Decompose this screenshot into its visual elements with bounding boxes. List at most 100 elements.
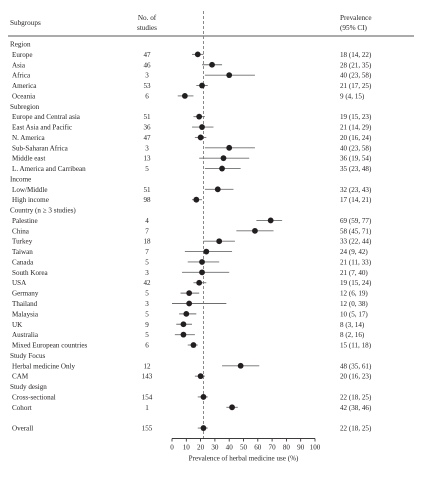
row-study-count: 36: [143, 124, 151, 132]
row-label: Australia: [12, 331, 39, 339]
point-estimate: [180, 331, 187, 338]
row-prevalence-ci: 12 (6, 19): [340, 290, 368, 298]
row-label: Herbal medicine Only: [12, 362, 75, 370]
row-label: Overall: [12, 425, 33, 433]
row-study-count: 7: [145, 248, 149, 256]
row-study-count: 42: [143, 279, 151, 287]
point-estimate: [199, 259, 205, 265]
row-prevalence-ci: 22 (18, 25): [340, 425, 372, 433]
row-prevalence-ci: 19 (15, 24): [340, 279, 372, 287]
row-study-count: 155: [142, 425, 153, 433]
row-study-count: 9: [145, 321, 149, 329]
row-label: Cohort: [12, 404, 32, 412]
row-prevalence-ci: 58 (45, 71): [340, 227, 372, 235]
point-estimate: [186, 290, 193, 297]
row-study-count: 5: [145, 165, 149, 173]
header: Subgroups No. of studies Prevalence (95%…: [10, 14, 372, 32]
row-label: Malaysia: [12, 310, 39, 318]
row-label: N. America: [12, 134, 46, 142]
point-estimate: [209, 61, 215, 68]
row-study-count: 98: [143, 196, 151, 204]
row-prevalence-ci: 40 (23, 58): [340, 144, 372, 152]
section-heading: Region: [10, 41, 31, 49]
row-label: Canada: [12, 258, 34, 266]
point-estimate: [197, 373, 204, 380]
row-label: Europe and Central asia: [12, 113, 81, 121]
point-estimate: [200, 425, 207, 431]
section-heading: Country (n ≥ 3 studies): [10, 207, 76, 215]
point-estimate: [181, 93, 188, 99]
row-prevalence-ci: 15 (11, 18): [340, 342, 372, 350]
row-label: Sub-Saharan Africa: [12, 144, 69, 152]
row-label: Africa: [12, 72, 31, 80]
row-prevalence-ci: 22 (18, 25): [340, 393, 372, 401]
row-prevalence-ci: 69 (59, 77): [340, 217, 372, 225]
x-tick-label: 40: [226, 444, 234, 452]
row-prevalence-ci: 36 (19, 54): [340, 155, 372, 163]
row-label: High income: [12, 196, 49, 204]
point-estimate: [237, 362, 244, 369]
point-estimate: [203, 248, 210, 255]
point-estimate: [197, 134, 204, 141]
point-estimate: [183, 310, 190, 317]
header-prevalence-line1: Prevalence: [340, 14, 372, 22]
point-estimate: [186, 300, 193, 307]
point-estimate: [229, 404, 235, 411]
forest-marks: [172, 51, 283, 431]
row-study-count: 47: [143, 134, 151, 142]
row-label: UK: [12, 321, 23, 329]
row-study-count: 3: [145, 144, 149, 152]
row-label: Low/Middle: [12, 186, 47, 194]
row-prevalence-ci: 48 (35, 61): [340, 362, 372, 370]
row-label: Cross-sectional: [12, 393, 56, 401]
header-prevalence-line2: (95% CI): [340, 24, 368, 32]
row-prevalence-ci: 32 (23, 43): [340, 186, 372, 194]
row-prevalence-ci: 42 (38, 46): [340, 404, 372, 412]
row-prevalence-ci: 24 (9, 42): [340, 248, 368, 256]
x-tick-label: 80: [283, 444, 291, 452]
x-tick-label: 0: [170, 444, 174, 452]
point-estimate: [214, 186, 221, 193]
x-tick-label: 10: [183, 444, 191, 452]
row-study-count: 5: [145, 290, 149, 298]
point-estimate: [216, 238, 223, 245]
point-estimate: [180, 321, 187, 328]
row-prevalence-ci: 12 (0, 38): [340, 300, 368, 308]
row-label: China: [12, 227, 30, 235]
row-study-count: 3: [145, 72, 149, 80]
row-study-count: 13: [143, 155, 151, 163]
section-heading: Income: [10, 175, 31, 183]
row-label: Europe: [12, 51, 33, 59]
row-study-count: 5: [145, 331, 149, 339]
row-label: Mixed European countries: [12, 342, 87, 350]
row-study-count: 51: [143, 113, 151, 121]
row-study-count: 5: [145, 258, 149, 266]
row-study-count: 5: [145, 310, 149, 318]
row-study-count: 51: [143, 186, 151, 194]
row-prevalence-ci: 33 (22, 44): [340, 238, 372, 246]
row-study-count: 7: [145, 227, 149, 235]
point-estimate: [267, 217, 274, 224]
point-estimate: [199, 269, 205, 276]
row-prevalence-ci: 20 (16, 23): [340, 373, 372, 381]
x-tick-label: 90: [297, 444, 305, 452]
point-estimate: [226, 72, 233, 79]
row-study-count: 18: [143, 238, 151, 246]
section-heading: Study design: [10, 383, 47, 391]
row-study-count: 1: [145, 404, 149, 412]
row-study-count: 46: [143, 61, 151, 69]
row-label: Oceania: [12, 92, 36, 100]
x-axis-label: Prevalence of herbal medicine use (%): [189, 455, 299, 463]
row-prevalence-ci: 21 (14, 29): [340, 124, 372, 132]
row-study-count: 3: [145, 269, 149, 277]
row-label: CAM: [12, 373, 29, 381]
row-label: East Asia and Pacific: [12, 124, 72, 132]
row-prevalence-ci: 8 (2, 16): [340, 331, 365, 339]
row-label: Turkey: [12, 238, 33, 246]
row-label: Middle east: [12, 155, 45, 163]
point-estimate: [196, 113, 203, 120]
point-estimate: [194, 51, 201, 58]
row-label: Palestine: [12, 217, 38, 225]
